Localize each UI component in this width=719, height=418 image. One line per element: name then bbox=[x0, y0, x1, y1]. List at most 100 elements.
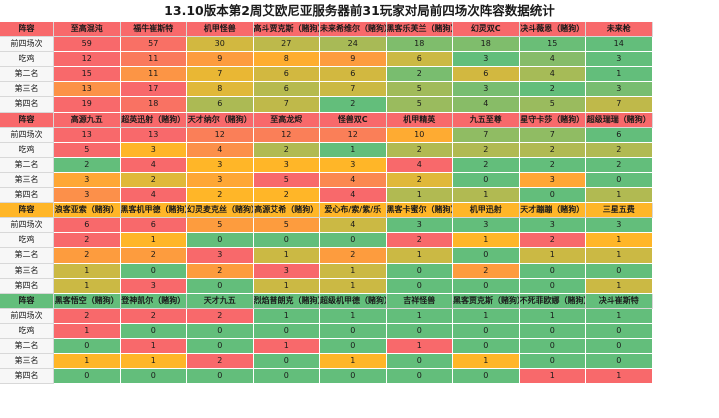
value-cell: 0 bbox=[120, 263, 187, 279]
row-label: 第二名 bbox=[0, 338, 54, 355]
value-cell: 1 bbox=[320, 278, 387, 294]
value-cell: 13 bbox=[120, 127, 187, 143]
table-row: 第三名 1 1 2 0 1 0 1 0 0 bbox=[0, 354, 653, 370]
value-cell: 2 bbox=[519, 142, 586, 158]
value-cell: 0 bbox=[453, 172, 520, 189]
value-cell: 1 bbox=[320, 308, 387, 324]
value-cell: 1 bbox=[586, 67, 653, 83]
value-cell: 3 bbox=[120, 142, 187, 158]
comp-name: 黑客乐芙兰（赌狗） bbox=[386, 22, 453, 38]
section-header-label: 阵容 bbox=[0, 112, 54, 128]
value-cell: 0 bbox=[187, 338, 254, 355]
value-cell: 1 bbox=[54, 354, 121, 370]
table-row: 吃鸡 5 3 4 2 1 2 2 2 2 bbox=[0, 142, 653, 158]
value-cell: 3 bbox=[519, 172, 586, 189]
value-cell: 3 bbox=[120, 278, 187, 294]
value-cell: 2 bbox=[187, 188, 254, 204]
value-cell: 18 bbox=[386, 37, 453, 53]
value-cell: 2 bbox=[187, 354, 254, 370]
value-cell: 9 bbox=[187, 52, 254, 68]
value-cell: 1 bbox=[253, 248, 320, 264]
value-cell: 1 bbox=[453, 188, 520, 204]
value-cell: 3 bbox=[187, 157, 254, 173]
comp-name: 决斗薇恩（赌狗） bbox=[519, 22, 586, 38]
comp-name: 未来希维尔（赌狗） bbox=[320, 22, 387, 38]
comp-name: 机甲精英 bbox=[386, 112, 453, 128]
value-cell: 3 bbox=[453, 52, 520, 68]
value-cell: 1 bbox=[519, 248, 586, 264]
row-label: 吃鸡 bbox=[0, 52, 54, 68]
value-cell: 11 bbox=[120, 67, 187, 83]
value-cell: 8 bbox=[187, 82, 254, 98]
value-cell: 1 bbox=[253, 338, 320, 355]
value-cell: 3 bbox=[54, 188, 121, 204]
comp-name: 决斗崔斯特 bbox=[586, 293, 653, 309]
value-cell: 18 bbox=[120, 97, 187, 113]
comp-name: 九五至尊 bbox=[453, 112, 520, 128]
value-cell: 3 bbox=[253, 263, 320, 279]
comp-name: 烈焰普朗克（赌狗） bbox=[253, 293, 320, 309]
value-cell: 0 bbox=[453, 338, 520, 355]
section-header-label: 阵容 bbox=[0, 203, 54, 219]
table-row: 前四场次 6 6 5 5 4 3 3 3 3 bbox=[0, 218, 653, 234]
row-label: 前四场次 bbox=[0, 218, 54, 234]
comp-name: 机甲怪兽 bbox=[187, 22, 254, 38]
value-cell: 3 bbox=[187, 248, 254, 264]
value-cell: 1 bbox=[320, 263, 387, 279]
value-cell: 1 bbox=[120, 233, 187, 249]
value-cell: 6 bbox=[187, 97, 254, 113]
value-cell: 19 bbox=[54, 97, 121, 113]
value-cell: 0 bbox=[320, 369, 387, 385]
value-cell: 2 bbox=[586, 142, 653, 158]
table-row: 第二名 15 11 7 6 6 2 6 4 1 bbox=[0, 67, 653, 83]
section-header-row: 阵容 至高混沌 福牛崔斯特 机甲怪兽 高斗贾克斯（赌狗） 未来希维尔（赌狗） 黑客乐芙兰（赌… bbox=[0, 22, 653, 38]
value-cell: 2 bbox=[120, 248, 187, 264]
value-cell: 1 bbox=[320, 354, 387, 370]
comp-name: 超英迅射（赌狗） bbox=[120, 112, 187, 128]
value-cell: 7 bbox=[187, 67, 254, 83]
value-cell: 2 bbox=[519, 157, 586, 173]
value-cell: 6 bbox=[253, 67, 320, 83]
value-cell: 4 bbox=[320, 218, 387, 234]
table-row: 第三名 1 0 2 3 1 0 2 0 0 bbox=[0, 263, 653, 279]
value-cell: 0 bbox=[320, 338, 387, 355]
value-cell: 5 bbox=[253, 218, 320, 234]
value-cell: 1 bbox=[519, 308, 586, 324]
row-label: 第四名 bbox=[0, 369, 54, 385]
comp-name: 至高混沌 bbox=[54, 22, 121, 38]
value-cell: 13 bbox=[54, 82, 121, 98]
comp-name: 未来枪 bbox=[586, 22, 653, 38]
value-cell: 1 bbox=[253, 308, 320, 324]
value-cell: 0 bbox=[453, 278, 520, 294]
section-header-label: 阵容 bbox=[0, 22, 54, 38]
comp-name: 吉祥怪兽 bbox=[386, 293, 453, 309]
value-cell: 1 bbox=[386, 338, 453, 355]
value-cell: 0 bbox=[187, 233, 254, 249]
row-label: 第二名 bbox=[0, 248, 54, 264]
value-cell: 4 bbox=[120, 157, 187, 173]
value-cell: 1 bbox=[519, 369, 586, 385]
value-cell: 0 bbox=[386, 263, 453, 279]
table-row: 第四名 1 3 0 1 1 0 0 0 1 bbox=[0, 278, 653, 294]
value-cell: 11 bbox=[120, 52, 187, 68]
comp-name: 怪兽双C bbox=[320, 112, 387, 128]
value-cell: 4 bbox=[187, 142, 254, 158]
value-cell: 0 bbox=[54, 338, 121, 355]
value-cell: 0 bbox=[453, 323, 520, 339]
value-cell: 0 bbox=[519, 338, 586, 355]
row-label: 第三名 bbox=[0, 82, 54, 98]
value-cell: 0 bbox=[120, 369, 187, 385]
value-cell: 0 bbox=[386, 369, 453, 385]
value-cell: 18 bbox=[453, 37, 520, 53]
value-cell: 15 bbox=[54, 67, 121, 83]
comp-name: 超级瑞瑞（赌狗） bbox=[586, 112, 653, 128]
value-cell: 4 bbox=[120, 188, 187, 204]
section-header-row: 阵容 浪客亚索（赌狗） 黑客机甲德（赌狗） 幻灵麦克丝（赌狗） 高源艾希（赌狗） 爱心布/… bbox=[0, 203, 653, 219]
comp-name: 黑客贾克斯（赌狗） bbox=[453, 293, 520, 309]
value-cell: 1 bbox=[586, 233, 653, 249]
value-cell: 1 bbox=[453, 354, 520, 370]
value-cell: 2 bbox=[320, 248, 387, 264]
value-cell: 4 bbox=[386, 157, 453, 173]
value-cell: 2 bbox=[187, 263, 254, 279]
